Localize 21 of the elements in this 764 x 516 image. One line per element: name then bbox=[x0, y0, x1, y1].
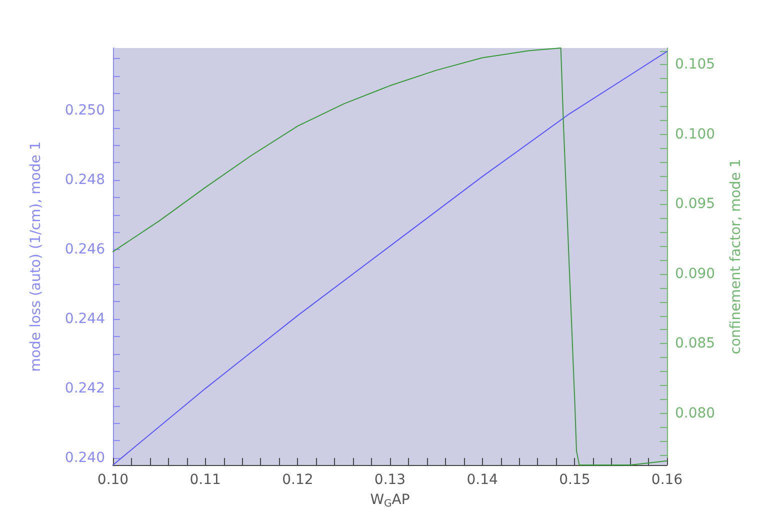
y2-tick-label: 0.085 bbox=[675, 336, 716, 352]
y2-tick-label: 0.105 bbox=[675, 56, 716, 73]
y-axis-title: mode loss (auto) (1/cm), mode 1 bbox=[28, 141, 44, 372]
y2-tick-label: 0.080 bbox=[675, 405, 716, 422]
y-tick-label: 0.242 bbox=[64, 380, 105, 397]
x-tick-label: 0.12 bbox=[282, 472, 314, 488]
y-tick-label: 0.250 bbox=[64, 102, 105, 119]
x-tick-label: 0.14 bbox=[466, 472, 498, 488]
x-tick-label: 0.15 bbox=[559, 472, 590, 488]
y-tick-label: 0.246 bbox=[64, 242, 106, 258]
x-tick-label: 0.11 bbox=[190, 472, 221, 488]
y2-axis-title: confinement factor, mode 1 bbox=[728, 158, 744, 354]
x-tick-label: 0.13 bbox=[374, 472, 406, 488]
y-tick-label: 0.244 bbox=[64, 311, 106, 328]
y2-tick-label: 0.090 bbox=[675, 266, 716, 282]
x-tick-label: 0.16 bbox=[651, 472, 683, 488]
y2-tick-label: 0.095 bbox=[675, 196, 716, 212]
y-tick-label: 0.248 bbox=[64, 172, 105, 188]
y-tick-label: 0.240 bbox=[64, 450, 105, 466]
x-tick-label: 0.10 bbox=[97, 472, 129, 488]
y2-tick-label: 0.100 bbox=[675, 126, 716, 142]
